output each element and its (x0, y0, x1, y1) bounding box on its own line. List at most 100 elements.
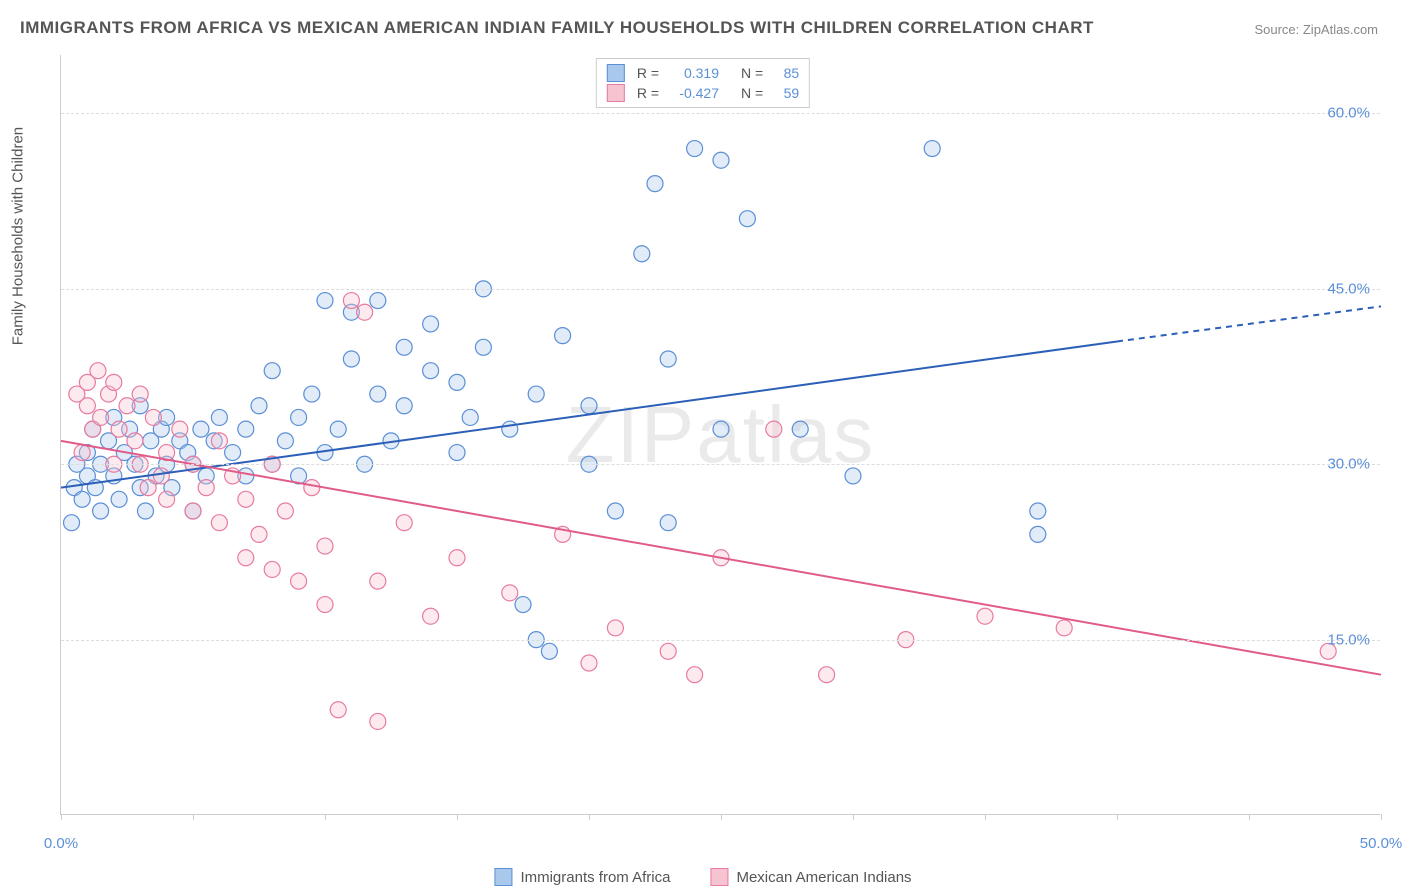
x-tick (457, 814, 458, 820)
scatter-point (660, 351, 676, 367)
scatter-point (449, 374, 465, 390)
scatter-point (541, 643, 557, 659)
trend-line-dashed (1117, 306, 1381, 341)
scatter-point (660, 643, 676, 659)
x-tick (589, 814, 590, 820)
scatter-point (137, 503, 153, 519)
scatter-point (819, 667, 835, 683)
scatter-point (370, 293, 386, 309)
gridline (61, 640, 1380, 641)
scatter-point (792, 421, 808, 437)
x-tick (721, 814, 722, 820)
x-tick-label: 50.0% (1360, 835, 1403, 852)
n-label: N = (741, 65, 763, 81)
y-tick-label: 60.0% (1327, 105, 1370, 122)
scatter-point (185, 503, 201, 519)
scatter-point (766, 421, 782, 437)
scatter-point (264, 363, 280, 379)
scatter-point (238, 421, 254, 437)
scatter-point (1030, 526, 1046, 542)
scatter-point (111, 421, 127, 437)
scatter-point (370, 713, 386, 729)
scatter-point (304, 480, 320, 496)
bottom-legend: Immigrants from AfricaMexican American I… (494, 868, 911, 886)
scatter-point (330, 702, 346, 718)
legend-swatch (607, 64, 625, 82)
scatter-point (423, 363, 439, 379)
scatter-point (370, 386, 386, 402)
scatter-point (515, 597, 531, 613)
y-tick-label: 45.0% (1327, 280, 1370, 297)
scatter-point (449, 550, 465, 566)
plot-area: ZIPatlas 15.0%30.0%45.0%60.0%0.0%50.0% (60, 55, 1380, 815)
x-tick (853, 814, 854, 820)
scatter-point (317, 538, 333, 554)
r-value: -0.427 (667, 85, 719, 101)
scatter-point (370, 573, 386, 589)
scatter-point (291, 573, 307, 589)
scatter-point (687, 141, 703, 157)
source-label: Source: ZipAtlas.com (1254, 22, 1378, 37)
scatter-point (211, 515, 227, 531)
scatter-point (502, 585, 518, 601)
scatter-point (64, 515, 80, 531)
stats-row: R =0.319N =85 (607, 63, 799, 83)
gridline (61, 464, 1380, 465)
scatter-point (198, 480, 214, 496)
scatter-point (528, 386, 544, 402)
scatter-point (924, 141, 940, 157)
scatter-point (423, 316, 439, 332)
scatter-point (555, 328, 571, 344)
scatter-point (238, 550, 254, 566)
scatter-point (93, 503, 109, 519)
scatter-point (502, 421, 518, 437)
legend-label: Immigrants from Africa (520, 869, 670, 886)
scatter-point (581, 398, 597, 414)
scatter-point (193, 421, 209, 437)
scatter-point (74, 445, 90, 461)
r-label: R = (637, 85, 659, 101)
x-tick (325, 814, 326, 820)
scatter-point (317, 293, 333, 309)
scatter-point (330, 421, 346, 437)
scatter-point (977, 608, 993, 624)
legend-swatch (710, 868, 728, 886)
scatter-point (423, 608, 439, 624)
y-axis-label: Family Households with Children (10, 127, 27, 345)
x-tick (193, 814, 194, 820)
scatter-point (687, 667, 703, 683)
scatter-point (251, 526, 267, 542)
scatter-point (449, 445, 465, 461)
r-label: R = (637, 65, 659, 81)
scatter-point (225, 445, 241, 461)
scatter-point (211, 409, 227, 425)
scatter-point (317, 597, 333, 613)
scatter-point (238, 491, 254, 507)
scatter-point (277, 503, 293, 519)
x-tick (61, 814, 62, 820)
scatter-point (396, 515, 412, 531)
n-value: 59 (771, 85, 799, 101)
x-tick (985, 814, 986, 820)
chart-title: IMMIGRANTS FROM AFRICA VS MEXICAN AMERIC… (20, 18, 1094, 38)
scatter-point (462, 409, 478, 425)
scatter-point (396, 398, 412, 414)
gridline (61, 289, 1380, 290)
scatter-point (357, 304, 373, 320)
legend-swatch (494, 868, 512, 886)
scatter-point (119, 398, 135, 414)
scatter-point (660, 515, 676, 531)
scatter-point (1056, 620, 1072, 636)
scatter-point (1030, 503, 1046, 519)
gridline (61, 113, 1380, 114)
scatter-point (172, 421, 188, 437)
scatter-point (140, 480, 156, 496)
scatter-point (607, 620, 623, 636)
scatter-point (79, 398, 95, 414)
scatter-point (90, 363, 106, 379)
scatter-point (475, 339, 491, 355)
y-tick-label: 30.0% (1327, 456, 1370, 473)
scatter-point (74, 491, 90, 507)
stats-row: R =-0.427N =59 (607, 83, 799, 103)
legend-swatch (607, 84, 625, 102)
